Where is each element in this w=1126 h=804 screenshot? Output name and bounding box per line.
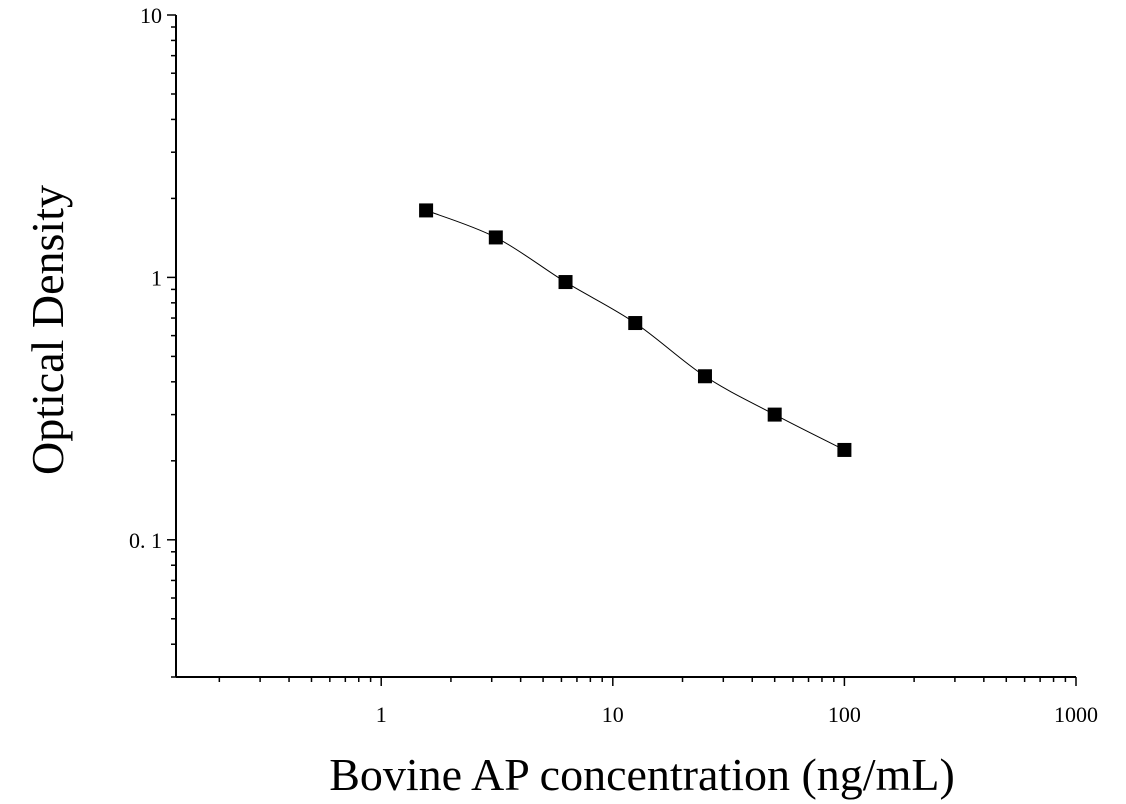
ticks [167,14,1077,686]
y-axis-title: Optical Density [22,185,73,475]
tick-labels: 1 10 100 1000 0. 1 1 10 [129,3,1098,727]
data-point [488,230,503,245]
y-tick-label: 1 [151,265,162,290]
axes [175,15,1076,678]
data-point [837,442,852,457]
y-tick-label: 10 [140,3,162,28]
data-point [419,203,434,218]
data-point [767,407,782,422]
data-point [697,369,712,384]
data-point [558,275,573,290]
x-axis-title: Bovine AP concentration (ng/mL) [329,749,955,800]
data-point [628,316,643,331]
x-tick-label: 1 [376,702,387,727]
x-tick-label: 100 [828,702,861,727]
data-points [419,203,852,457]
x-tick-label: 10 [602,702,624,727]
y-tick-label: 0. 1 [129,528,162,553]
x-tick-label: 1000 [1054,702,1098,727]
